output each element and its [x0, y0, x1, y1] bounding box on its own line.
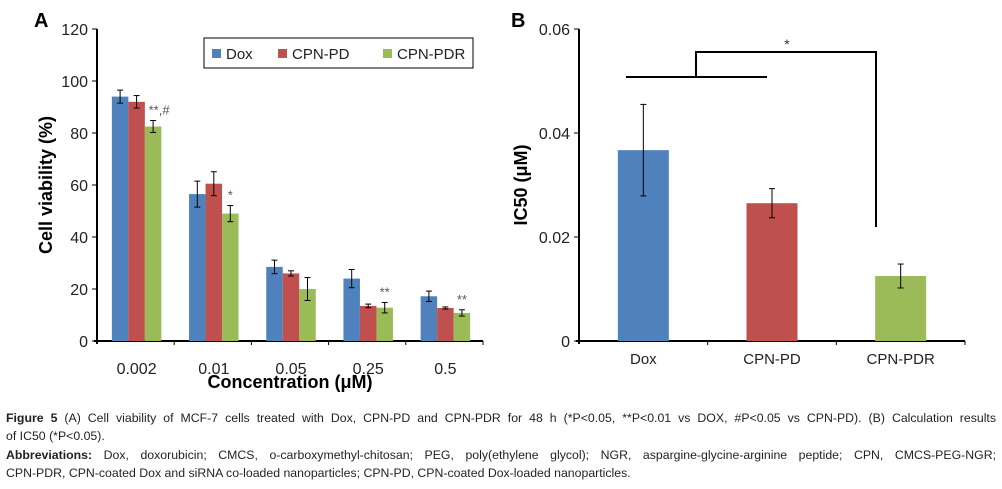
bar-cpn-pdr	[299, 289, 316, 341]
y-tick-label-a: 120	[61, 22, 88, 39]
legend-swatch-dox	[212, 49, 221, 58]
caption-line-2: of IC50 (*P<0.05).	[6, 429, 105, 443]
y-tick-label-b: 0.06	[539, 22, 570, 39]
y-tick-label-a: 60	[70, 178, 88, 195]
y-tick-label-a: 40	[70, 230, 88, 247]
x-tick-label-b: CPN-PD	[743, 351, 801, 368]
y-tick-label-b: 0	[561, 334, 570, 351]
bar-cpn-pdr	[376, 307, 393, 341]
panel-label-b: B	[511, 10, 525, 32]
legend-swatch-cpn-pdr	[383, 49, 392, 58]
figure-number: Figure 5	[6, 411, 58, 425]
y-tick-label-a: 0	[79, 334, 88, 351]
x-tick-label-a: 0.5	[434, 361, 456, 378]
legend-label-dox: Dox	[226, 46, 253, 63]
significance-bracket	[695, 51, 877, 227]
y-tick-label-b: 0.04	[539, 126, 570, 143]
x-tick-label-a: 0.002	[117, 361, 157, 378]
bar-dox	[420, 296, 438, 341]
legend-label-cpn-pdr: CPN-PDR	[397, 46, 466, 63]
abbreviations-label: Abbreviations:	[6, 448, 93, 462]
bar-cpn-pd	[359, 305, 377, 341]
bar-cpn-pd	[128, 101, 145, 341]
x-tick-label-a: 0.05	[275, 361, 306, 378]
y-tick-label-a: 80	[70, 126, 88, 143]
x-tick-label-b: Dox	[630, 351, 657, 368]
abbreviations-line-1: Abbreviations: Dox, doxorubicin; CMCS, o…	[6, 446, 996, 464]
legend-label-cpn-pd: CPN-PD	[292, 46, 350, 63]
bar-dox	[111, 96, 129, 341]
significance-mark: *	[228, 188, 233, 203]
x-axis-title-a: Concentration (μM)	[208, 372, 373, 392]
bar-cpn-pd	[205, 183, 223, 341]
bar-cpn-pd	[437, 307, 454, 341]
bar-cpn-pdr	[144, 126, 162, 341]
bar-cpn-pdr	[222, 213, 239, 341]
caption-line-1: Figure 5 (A) Cell viability of MCF-7 cel…	[6, 409, 996, 427]
bar-dox	[266, 266, 283, 341]
bar-cpn-pd	[746, 203, 798, 341]
bar-dox	[343, 278, 360, 341]
y-tick-label-a: 100	[61, 74, 88, 91]
x-tick-label-b: CPN-PDR	[866, 351, 935, 368]
panel-label-a: A	[34, 10, 48, 32]
legend	[203, 37, 474, 69]
bar-dox	[189, 194, 206, 341]
x-tick-label-a: 0.25	[353, 361, 384, 378]
significance-mark: **	[380, 285, 390, 300]
abbreviations-line-2: CPN-PDR, CPN-coated Dox and siRNA co-loa…	[6, 466, 631, 480]
legend-swatch-cpn-pd	[278, 49, 287, 58]
y-tick-label-b: 0.02	[539, 230, 570, 247]
abbreviations-text: Dox, doxorubicin; CMCS, o-carboxymethyl-…	[92, 448, 996, 462]
bar-cpn-pdr	[453, 312, 471, 341]
significance-mark: **	[457, 292, 467, 307]
caption-text: (A) Cell viability of MCF-7 cells treate…	[57, 411, 996, 425]
y-axis-title-a: Cell viability (%)	[36, 116, 56, 254]
y-axis-title-b: IC50 (μM)	[511, 144, 531, 225]
significance-mark-b: *	[784, 36, 790, 52]
significance-mark: **,#	[149, 103, 171, 118]
x-tick-label-a: 0.01	[198, 361, 229, 378]
bar-cpn-pd	[282, 273, 300, 341]
y-tick-label-a: 20	[70, 282, 88, 299]
